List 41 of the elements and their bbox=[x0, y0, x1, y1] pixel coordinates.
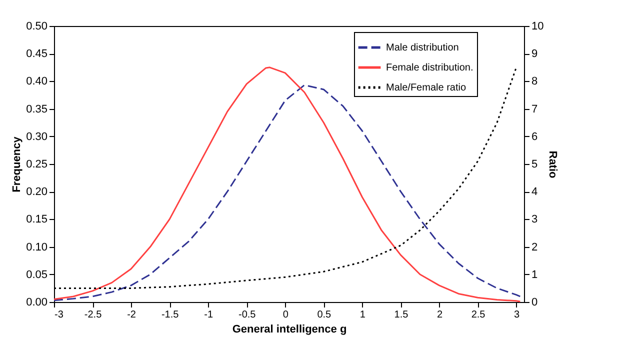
y-tick-label: 0.35 bbox=[26, 103, 48, 116]
y2-tick-label: 4 bbox=[532, 186, 538, 198]
y-tick-label: 0.45 bbox=[26, 48, 48, 60]
y-tick-label: 0.40 bbox=[26, 76, 48, 88]
y2-tick-label: 7 bbox=[532, 103, 538, 116]
x-tick-label: -2.5 bbox=[84, 310, 102, 320]
y2-tick-label: 2 bbox=[532, 241, 538, 254]
legend-label: Male/Female ratio bbox=[386, 82, 466, 94]
x-tick-label: 1 bbox=[360, 310, 366, 320]
y-axis-title: Frequency bbox=[11, 136, 24, 192]
y-tick-label: 0.30 bbox=[26, 130, 48, 143]
x-tick-label: -3 bbox=[54, 310, 64, 320]
x-tick-label: 1.5 bbox=[394, 310, 409, 320]
y2-tick-label: 0 bbox=[532, 296, 538, 308]
legend-label: Male distribution bbox=[386, 42, 459, 54]
x-tick-label: -2 bbox=[127, 310, 136, 320]
y-tick-label: 0.00 bbox=[26, 296, 48, 308]
y-tick-label: 0.25 bbox=[26, 158, 48, 170]
x-axis-title: General intelligence g bbox=[232, 324, 347, 336]
y-tick-label: 0.50 bbox=[26, 20, 48, 32]
y2-tick-label: 6 bbox=[532, 130, 538, 143]
y2-tick-label: 3 bbox=[532, 214, 538, 226]
x-tick-label: 0.5 bbox=[317, 310, 332, 320]
y2-tick-label: 5 bbox=[532, 158, 538, 170]
x-tick-label: 0 bbox=[282, 310, 289, 320]
y2-tick-label: 1 bbox=[532, 268, 538, 281]
x-tick-label: 2 bbox=[436, 310, 443, 320]
legend-label: Female distribution. bbox=[386, 62, 474, 74]
x-tick-label: 2.5 bbox=[471, 310, 486, 320]
x-tick-label: -1 bbox=[204, 310, 214, 320]
x-tick-label: 3 bbox=[514, 310, 520, 320]
x-tick-label: -0.5 bbox=[238, 310, 256, 320]
y2-axis-title: Ratio bbox=[546, 150, 559, 179]
y2-tick-label: 9 bbox=[532, 48, 538, 60]
y-tick-label: 0.20 bbox=[26, 186, 48, 198]
y2-tick-label: 10 bbox=[532, 20, 544, 32]
y-tick-label: 0.10 bbox=[26, 241, 48, 254]
y-tick-label: 0.15 bbox=[26, 214, 48, 226]
y-tick-label: 0.05 bbox=[26, 268, 48, 281]
y2-tick-label: 8 bbox=[532, 76, 538, 88]
x-tick-label: -1.5 bbox=[161, 310, 180, 320]
